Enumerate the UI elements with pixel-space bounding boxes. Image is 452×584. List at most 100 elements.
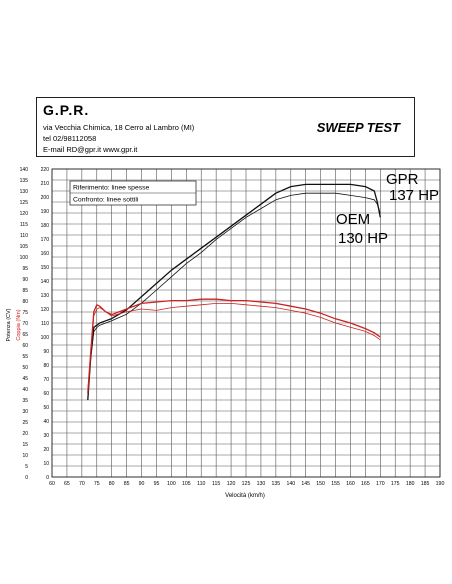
- y-tick-label-torque: 120: [41, 307, 50, 313]
- x-tick-label: 80: [109, 481, 115, 487]
- y-tick-label-torque: 220: [41, 167, 50, 173]
- series-line-gpr-power: [87, 183, 381, 401]
- y-tick-label-torque: 160: [41, 251, 50, 257]
- y-tick-label-torque: 80: [43, 363, 49, 369]
- y-tick-label-torque: 50: [43, 405, 49, 411]
- y-tick-label-torque: 150: [41, 265, 50, 271]
- annotation-gpr-hp: 137 HP: [389, 187, 439, 204]
- y-tick-label-power: 5: [25, 464, 28, 470]
- y-tick-label-torque: 0: [46, 475, 49, 481]
- y-tick-label-power: 80: [22, 299, 28, 305]
- y-tick-label-power: 110: [20, 233, 28, 239]
- y-tick-label-power: 0: [25, 475, 28, 481]
- y-tick-label-power: 60: [22, 343, 28, 349]
- chart-title: SWEEP TEST: [316, 120, 400, 135]
- x-tick-label: 95: [154, 481, 160, 487]
- annotation-gpr-name: GPR: [386, 171, 419, 188]
- y-tick-label-torque: 210: [41, 181, 50, 187]
- y-tick-label-torque: 60: [43, 391, 49, 397]
- y-tick-label-power: 10: [22, 453, 28, 459]
- x-tick-label: 180: [406, 481, 415, 487]
- x-tick-label: 70: [79, 481, 85, 487]
- x-tick-label: 60: [49, 481, 55, 487]
- chart-lines: [87, 183, 381, 401]
- company-contact: E-mail RD@gpr.it www.gpr.it: [43, 145, 138, 154]
- x-tick-label: 110: [197, 481, 205, 487]
- legend-box: Riferimento: linee spesse Confronto: lin…: [69, 180, 197, 206]
- y-tick-label-torque: 140: [41, 279, 50, 285]
- x-tick-label: 145: [301, 481, 310, 487]
- y-tick-label-torque: 30: [43, 433, 49, 439]
- y-tick-label-torque: 200: [41, 195, 50, 201]
- x-tick-label: 85: [124, 481, 130, 487]
- x-tick-label: 65: [64, 481, 70, 487]
- legend-reference: Riferimento: linee spesse: [73, 185, 150, 192]
- x-tick-label: 155: [331, 481, 340, 487]
- y-tick-label-power: 95: [22, 266, 28, 272]
- x-tick-label: 165: [361, 481, 370, 487]
- x-tick-label: 120: [227, 481, 236, 487]
- y-tick-label-power: 40: [22, 387, 28, 393]
- y-tick-label-power: 130: [20, 189, 29, 195]
- company-name: G.P.R.: [43, 102, 90, 118]
- series-line-oem-power: [87, 192, 381, 398]
- x-tick-label: 150: [316, 481, 325, 487]
- plot-frame: [51, 168, 441, 478]
- x-tick-label: 125: [242, 481, 251, 487]
- annotation-oem-name: OEM: [336, 211, 370, 228]
- x-tick-label: 160: [346, 481, 355, 487]
- y-axis-label-power: Potenza (CV): [6, 308, 12, 341]
- x-tick-label: 130: [257, 481, 266, 487]
- x-axis-label: Velocità (km/h): [225, 493, 265, 499]
- y-tick-label-power: 25: [22, 420, 28, 426]
- x-tick-label: 175: [391, 481, 400, 487]
- y-tick-label-power: 55: [22, 354, 28, 360]
- y-tick-label-torque: 40: [43, 419, 49, 425]
- x-tick-label: 90: [139, 481, 145, 487]
- y-tick-label-torque: 20: [43, 447, 49, 453]
- y-tick-label-torque: 10: [43, 461, 49, 467]
- x-tick-label: 170: [376, 481, 385, 487]
- y-tick-label-power: 30: [22, 409, 28, 415]
- y-tick-label-power: 125: [20, 200, 29, 206]
- y-tick-label-power: 135: [20, 178, 29, 184]
- y-tick-label-torque: 190: [41, 209, 50, 215]
- x-tick-label: 185: [421, 481, 430, 487]
- x-tick-label: 190: [436, 481, 445, 487]
- series-line-gpr-torque: [87, 298, 381, 394]
- x-tick-label: 100: [167, 481, 176, 487]
- y-tick-label-power: 15: [22, 442, 28, 448]
- annotation-oem-hp: 130 HP: [338, 230, 388, 247]
- y-tick-label-power: 70: [22, 321, 28, 327]
- y-tick-label-power: 50: [22, 365, 28, 371]
- y-tick-label-power: 105: [20, 244, 29, 250]
- y-tick-label-torque: 100: [41, 335, 50, 341]
- y-tick-label-power: 85: [22, 288, 28, 294]
- series-line-oem-torque: [87, 302, 381, 391]
- x-tick-label: 105: [182, 481, 191, 487]
- y-axis-label-torque: Coppia (Nm): [16, 309, 22, 340]
- y-tick-label-power: 100: [20, 255, 29, 261]
- y-tick-label-power: 115: [20, 222, 28, 228]
- header-box: G.P.R. via Vecchia Chimica, 18 Cerro al …: [36, 97, 415, 157]
- x-tick-label: 115: [212, 481, 220, 487]
- company-address: via Vecchia Chimica, 18 Cerro al Lambro …: [43, 123, 195, 132]
- y-tick-label-torque: 180: [41, 223, 50, 229]
- y-tick-label-power: 35: [22, 398, 28, 404]
- y-tick-label-power: 75: [22, 310, 28, 316]
- y-tick-label-power: 120: [20, 211, 29, 217]
- x-tick-label: 135: [272, 481, 281, 487]
- y-tick-label-power: 140: [20, 167, 29, 173]
- y-tick-label-power: 20: [22, 431, 28, 437]
- y-tick-label-power: 65: [22, 332, 28, 338]
- company-tel: tel 02/98112058: [43, 134, 97, 143]
- y-tick-label-torque: 110: [41, 321, 49, 327]
- y-tick-label-power: 45: [22, 376, 28, 382]
- y-tick-label-torque: 170: [41, 237, 50, 243]
- y-tick-label-power: 90: [22, 277, 28, 283]
- y-tick-label-torque: 90: [43, 349, 49, 355]
- y-tick-label-torque: 70: [43, 377, 49, 383]
- x-tick-label: 75: [94, 481, 100, 487]
- y-tick-label-torque: 130: [41, 293, 50, 299]
